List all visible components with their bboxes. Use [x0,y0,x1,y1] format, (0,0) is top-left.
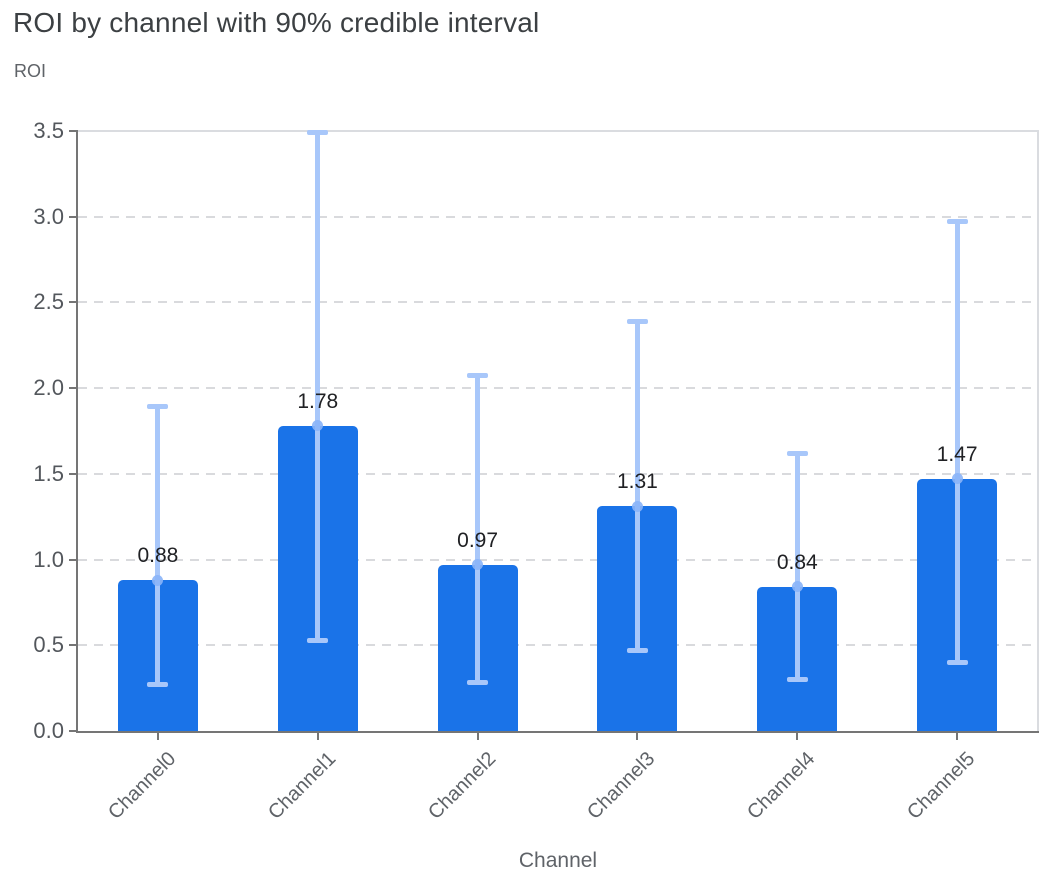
gridline [78,301,1037,304]
y-tick-label: 2.5 [33,289,64,315]
y-tick [69,387,78,389]
gridline [78,472,1037,475]
error-bar-cap-bottom [307,637,329,643]
y-tick [69,472,78,475]
error-bar-mean-dot [791,581,803,593]
error-bar-cap-bottom [467,680,489,686]
x-tick [316,731,319,740]
x-tick [476,731,479,740]
gridline [78,558,1037,561]
error-bar-cap-top [147,404,169,410]
x-tick [796,731,799,740]
bar-value-label: 1.31 [616,470,658,494]
error-bar-mean-dot [951,473,963,485]
y-tick-label: 3.0 [33,203,64,229]
y-axis-title: ROI [14,61,47,81]
x-tick [636,731,639,740]
x-axis-title: Channel [518,849,598,872]
y-tick [69,558,78,561]
plot-right-border [1037,129,1039,732]
chart-title: ROI by channel with 90% credible interva… [13,7,540,38]
y-tick [69,215,78,218]
y-tick-label: 1.0 [33,546,64,572]
y-tick [69,730,78,732]
error-bar-line [155,406,161,685]
error-bar-cap-bottom [786,677,808,683]
error-bar-cap-top [786,450,808,456]
error-bar-mean-dot [312,420,324,432]
error-bar-cap-top [307,129,329,135]
y-tick-label: 0.0 [33,718,64,743]
error-bar-cap-top [467,373,489,379]
gridline [78,387,1037,389]
y-tick-label: 3.5 [33,117,64,143]
error-bar-line [794,453,800,680]
y-tick [69,301,78,304]
error-bar-mean-dot [152,574,164,586]
bar-value-label: 1.47 [936,442,978,466]
bar-value-label: 0.97 [457,528,499,552]
y-tick-label: 2.0 [33,375,64,400]
error-bar-cap-bottom [626,647,648,653]
x-tick [156,731,159,740]
y-tick [69,644,78,647]
plot-top-border [78,129,1039,132]
x-tick [956,731,959,740]
error-bar-cap-top [626,318,648,324]
bar-value-label: 0.84 [776,550,818,574]
error-bar-mean-dot [472,559,484,571]
error-bar-line [634,321,640,651]
error-bar-cap-top [946,219,968,225]
y-tick-label: 0.5 [33,632,64,658]
y-tick [69,129,78,132]
error-bar-cap-bottom [946,659,968,665]
y-tick-label: 1.5 [33,460,64,486]
bar-value-label: 1.78 [297,389,339,413]
gridline [78,644,1037,647]
error-bar-line [315,132,321,641]
bar-value-label: 0.88 [137,544,179,568]
error-bar-line [475,375,481,683]
error-bar-mean-dot [631,500,643,512]
error-bar-cap-bottom [147,682,169,688]
gridline [78,215,1037,218]
y-axis-line [76,129,78,733]
x-axis-line [76,731,1039,733]
error-bar-line [954,221,960,663]
